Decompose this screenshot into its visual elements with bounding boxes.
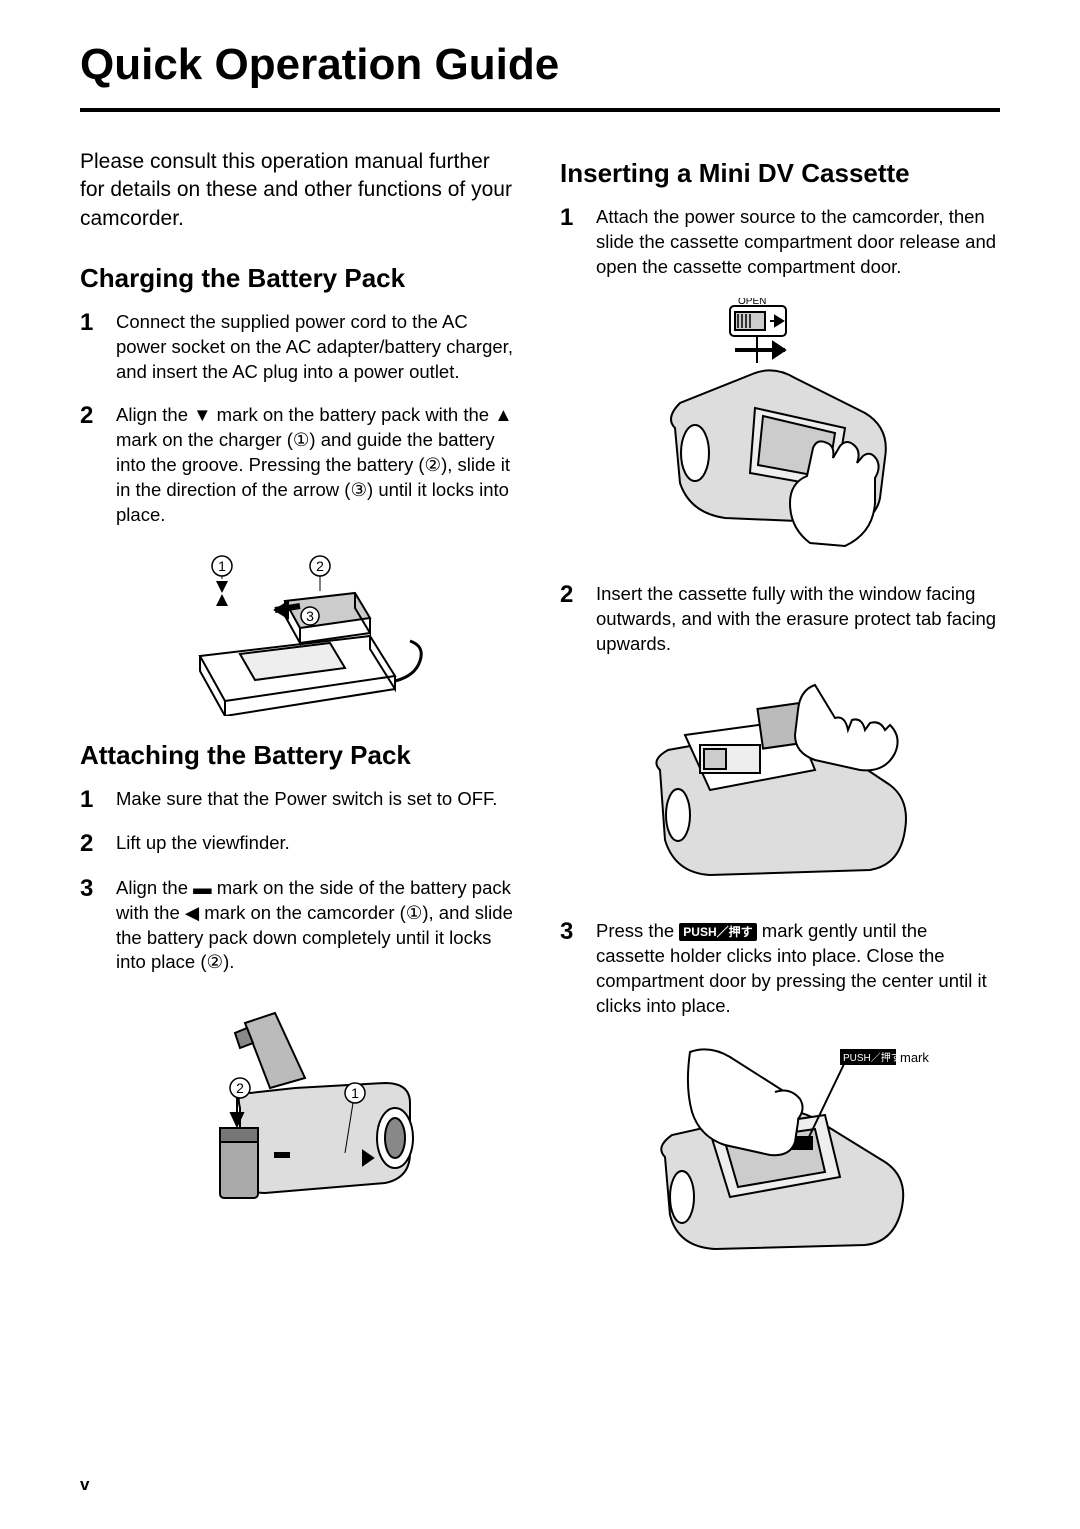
step-text: Insert the cassette fully with the windo… [596,582,1000,657]
step3-pre: Press the [596,920,679,941]
push-badge-label: PUSH／押す [843,1051,901,1064]
step-number: 1 [80,787,100,813]
charging-figure: 1 2 3 [80,546,520,716]
intro-text: Please consult this operation manual fur… [80,148,520,233]
attaching-step-1: 1 Make sure that the Power switch is set… [80,787,520,813]
svg-text:1: 1 [218,558,226,574]
inserting-figure-1: OPEN [560,298,1000,558]
step-number: 1 [560,205,580,280]
inserting-figure-2 [560,675,1000,895]
page-number: v [80,1475,89,1495]
step-text: Align the ▼ mark on the battery pack wit… [116,403,520,528]
mark-label: mark [900,1050,929,1065]
right-column: Inserting a Mini DV Cassette 1 Attach th… [560,148,1000,1291]
inserting-heading: Inserting a Mini DV Cassette [560,158,1000,189]
svg-text:2: 2 [236,1080,244,1096]
svg-text:1: 1 [351,1085,359,1101]
step-number: 2 [560,582,580,657]
step-number: 2 [80,831,100,857]
left-column: Please consult this operation manual fur… [80,148,520,1291]
step-number: 3 [80,876,100,976]
charging-step-1: 1 Connect the supplied power cord to the… [80,310,520,385]
page-title: Quick Operation Guide [80,40,1000,90]
step-text: Lift up the viewfinder. [116,831,290,857]
charging-heading: Charging the Battery Pack [80,263,520,294]
open-door-illustration-icon: OPEN [635,298,925,558]
inserting-step-1: 1 Attach the power source to the camcord… [560,205,1000,280]
inserting-step-2: 2 Insert the cassette fully with the win… [560,582,1000,657]
attaching-step-2: 2 Lift up the viewfinder. [80,831,520,857]
open-label: OPEN [738,298,766,307]
two-column-layout: Please consult this operation manual fur… [80,148,1000,1291]
step-text: Align the ▬ mark on the side of the batt… [116,876,520,976]
push-badge: PUSH／押す [679,923,756,941]
attaching-figure: 2 1 [80,993,520,1223]
insert-cassette-illustration-icon [630,675,930,895]
push-mark-illustration-icon: PUSH／押す mark [630,1037,930,1267]
svg-text:2: 2 [316,558,324,574]
step-number: 3 [560,919,580,1019]
step-text: Attach the power source to the camcorder… [596,205,1000,280]
charging-step-2: 2 Align the ▼ mark on the battery pack w… [80,403,520,528]
step-text: Make sure that the Power switch is set t… [116,787,497,813]
charger-illustration-icon: 1 2 3 [170,546,430,716]
attaching-step-3: 3 Align the ▬ mark on the side of the ba… [80,876,520,976]
step-number: 2 [80,403,100,528]
attach-battery-illustration-icon: 2 1 [165,993,435,1223]
title-rule [80,108,1000,112]
step-number: 1 [80,310,100,385]
inserting-step-3: 3 Press the PUSH／押す mark gently until th… [560,919,1000,1019]
step-text: Connect the supplied power cord to the A… [116,310,520,385]
svg-text:3: 3 [306,608,314,624]
step-text: Press the PUSH／押す mark gently until the … [596,919,1000,1019]
inserting-figure-3: PUSH／押す mark [560,1037,1000,1267]
attaching-heading: Attaching the Battery Pack [80,740,520,771]
